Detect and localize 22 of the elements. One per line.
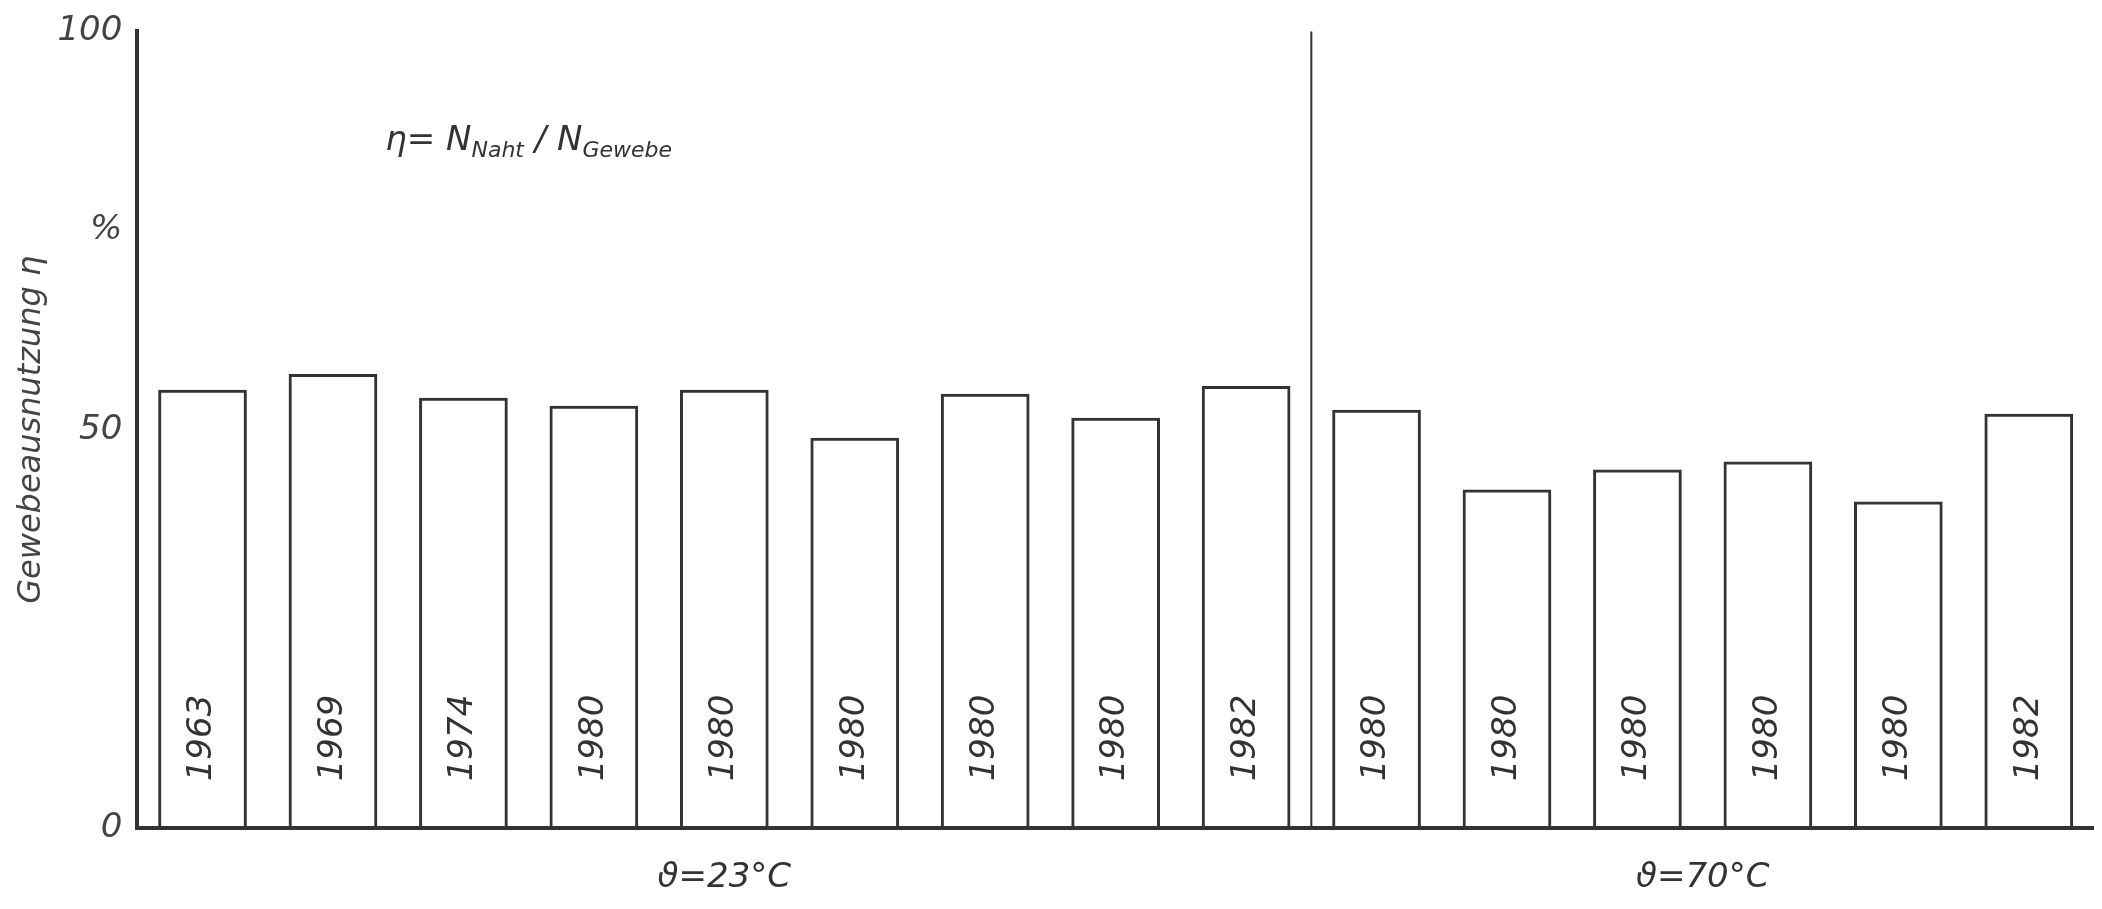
x-tick-label: 1982	[1222, 694, 1263, 782]
y-tick-label: %	[89, 207, 123, 248]
x-tick-label: 1969	[309, 694, 350, 782]
x-tick-label: 1980	[1092, 694, 1133, 782]
y-tick-label: 100	[57, 8, 123, 49]
x-tick-label: 1980	[1614, 694, 1655, 782]
x-tick-label: 1980	[570, 694, 611, 782]
y-tick-label: 0	[100, 804, 123, 845]
x-tick-label: 1982	[2005, 694, 2046, 782]
y-axis-title: Gewebeausnutzung η	[9, 255, 48, 604]
x-tick-label: 1980	[831, 694, 872, 782]
x-tick-label: 1980	[1353, 694, 1394, 782]
text: ϑ=70°C	[1635, 854, 1770, 895]
x-tick-label: 1980	[1875, 694, 1916, 782]
text: ϑ=23°C	[657, 854, 792, 895]
x-tick-label: 1980	[962, 694, 1003, 782]
x-tick-label: 1974	[440, 694, 481, 782]
x-tick-label: 1980	[701, 694, 742, 782]
x-tick-label: 1980	[1744, 694, 1785, 782]
x-tick-label: 1963	[179, 694, 220, 782]
y-tick-label: 50	[79, 406, 123, 447]
x-tick-label: 1980	[1483, 694, 1524, 782]
